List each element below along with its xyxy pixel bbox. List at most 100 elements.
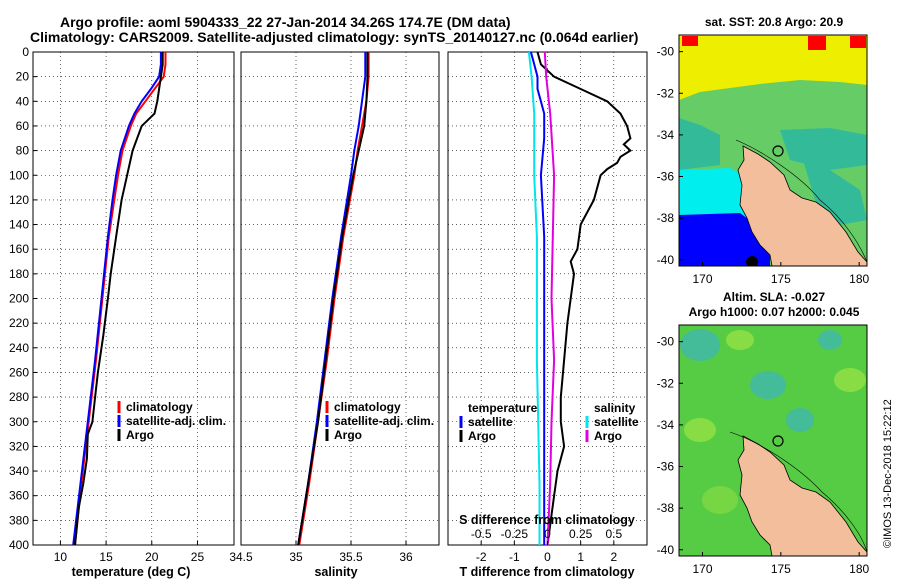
difference-panel: -2 -1 0 1 2 -0.5 -0.25 0 0.25 0.5 S difference f… xyxy=(447,51,648,579)
map-lat-label: -38 xyxy=(657,211,675,225)
map-lat-label: -32 xyxy=(657,376,675,390)
legend-salinity-title: salinity xyxy=(594,401,636,415)
salinity-panel: 34.5 35 35.5 36 salinity climatology satell… xyxy=(229,51,440,579)
depth-tick-label: 120 xyxy=(9,193,29,207)
depth-tick-label: 340 xyxy=(9,464,29,478)
sla-teal-4 xyxy=(786,408,814,432)
depth-ticks: 0 20 40 60 80 100 120 140 160 180 200 220 240 260 280 3… xyxy=(9,45,37,552)
map-lat-label: -34 xyxy=(657,128,675,142)
sla-title-1: Altim. SLA: -0.027 xyxy=(723,290,825,304)
legend-s-satellite: satellite xyxy=(594,415,639,429)
sla-frame xyxy=(678,324,868,557)
depth-tick-label: 20 xyxy=(16,70,30,84)
map-lat-label: -40 xyxy=(657,543,675,557)
legend-t-satellite: satellite xyxy=(468,415,513,429)
x-tick-label: 10 xyxy=(54,550,68,564)
x-tick-label: -1 xyxy=(509,550,520,564)
s-difference-label: S difference from climatology xyxy=(459,513,635,527)
s-diff-tick-label: 0 xyxy=(544,527,551,541)
sal-legend-argo: Argo xyxy=(334,428,362,442)
sst-frame xyxy=(678,34,868,267)
sla-light-3 xyxy=(684,418,716,442)
sla-ticks: 170 175 180 -30 -32 -34 -36 -38 -40 xyxy=(657,335,870,576)
map-lon-label: 180 xyxy=(849,562,869,576)
map-lat-label: -34 xyxy=(657,418,675,432)
series-temperature-satellite xyxy=(529,51,546,545)
sal-legend-satellite-adj: satellite-adj. clim. xyxy=(334,414,434,428)
depth-tick-label: 280 xyxy=(9,390,29,404)
map-lon-label: 170 xyxy=(692,562,712,576)
depth-tick-label: 40 xyxy=(16,94,30,108)
x-tick-label: 25 xyxy=(191,550,205,564)
title-line-1: Argo profile: aoml 5904333_22 27-Jan-201… xyxy=(60,14,511,30)
map-lat-label: -38 xyxy=(657,501,675,515)
sst-map-title: sat. SST: 20.8 Argo: 20.9 xyxy=(705,15,844,29)
series-satellite-adj-clim- xyxy=(72,52,162,546)
temperature-axis-label: temperature (deg C) xyxy=(72,565,191,579)
depth-tick-label: 60 xyxy=(16,119,30,133)
depth-tick-label: 200 xyxy=(9,292,29,306)
x-tick-label: 35.5 xyxy=(339,550,363,564)
map-lat-label: -36 xyxy=(657,460,675,474)
sla-title-2: Argo h1000: 0.07 h2000: 0.045 xyxy=(689,305,860,319)
depth-tick-label: 300 xyxy=(9,415,29,429)
salinity-legend: climatology satellite-adj. clim. Argo xyxy=(325,400,434,442)
depth-tick-label: 80 xyxy=(16,144,30,158)
sal-legend-climatology: climatology xyxy=(334,400,401,414)
sla-contour xyxy=(729,431,867,553)
sst-contour xyxy=(735,139,867,263)
difference-x-ticks: -2 -1 0 1 2 xyxy=(476,541,617,564)
s-diff-tick-label: 0.5 xyxy=(605,527,622,541)
legend-satellite-adj: satellite-adj. clim. xyxy=(126,414,226,428)
x-tick-label: 0 xyxy=(544,550,551,564)
salinity-lines xyxy=(297,52,370,546)
s-diff-tick-label: 0.25 xyxy=(569,527,593,541)
depth-tick-label: 140 xyxy=(9,218,29,232)
depth-tick-label: 400 xyxy=(9,538,29,552)
depth-tick-label: 380 xyxy=(9,513,29,527)
t-difference-label: T difference from climatology xyxy=(459,565,634,579)
map-lon-label: 175 xyxy=(771,272,791,286)
depth-tick-label: 360 xyxy=(9,489,29,503)
map-lat-label: -30 xyxy=(657,45,675,59)
sst-hot-patch-1 xyxy=(682,36,698,46)
legend-t-argo: Argo xyxy=(468,429,496,443)
difference-lines xyxy=(527,51,633,546)
s-diff-tick-label: -0.25 xyxy=(501,527,529,541)
map-lat-label: -40 xyxy=(657,253,675,267)
x-tick-label: 34.5 xyxy=(229,550,253,564)
sla-teal-3 xyxy=(818,330,842,350)
legend-argo: Argo xyxy=(126,428,154,442)
sst-argo-marker xyxy=(772,145,784,157)
sla-map: Altim. SLA: -0.027 Argo h1000: 0.07 h200… xyxy=(657,290,870,576)
depth-tick-label: 180 xyxy=(9,267,29,281)
sla-teal-1 xyxy=(680,329,720,361)
difference-legend: temperature satellite Argo salinity sate… xyxy=(459,401,639,443)
temperature-lines xyxy=(72,52,167,546)
series-temperature-argo xyxy=(536,51,633,546)
x-tick-label: 2 xyxy=(610,550,617,564)
temperature-panel: 10 15 20 25 0 20 40 60 80 100 120 140 160 180 200 220 2… xyxy=(9,45,235,579)
sst-ticks: 170 175 180 -30 -32 -34 -36 -38 -40 xyxy=(657,45,870,286)
depth-tick-label: 0 xyxy=(22,45,29,59)
map-lat-label: -30 xyxy=(657,335,675,349)
series-argo xyxy=(297,52,369,546)
title-line-2: Climatology: CARS2009. Satellite-adjuste… xyxy=(30,29,638,45)
x-tick-label: -2 xyxy=(476,550,487,564)
x-tick-label: 35 xyxy=(289,550,303,564)
series-salinity-argo xyxy=(543,51,556,546)
sst-hot-patch-3 xyxy=(850,36,866,48)
salinity-difference-ticks: -0.5 -0.25 0 0.25 0.5 xyxy=(471,527,623,541)
depth-tick-label: 320 xyxy=(9,439,29,453)
x-tick-label: 1 xyxy=(577,550,584,564)
temperature-legend: climatology satellite-adj. clim. Argo xyxy=(117,400,226,442)
sst-teal-patch-east xyxy=(780,128,867,170)
legend-temperature-title: temperature xyxy=(468,401,538,415)
sst-map: sat. SST: 20.8 Argo: 20.9 170 175 180 -30 -3… xyxy=(657,15,870,286)
depth-tick-label: 220 xyxy=(9,316,29,330)
x-tick-label: 15 xyxy=(99,550,113,564)
sst-land xyxy=(737,145,867,266)
depth-tick-label: 260 xyxy=(9,365,29,379)
sla-light-4 xyxy=(702,486,738,514)
